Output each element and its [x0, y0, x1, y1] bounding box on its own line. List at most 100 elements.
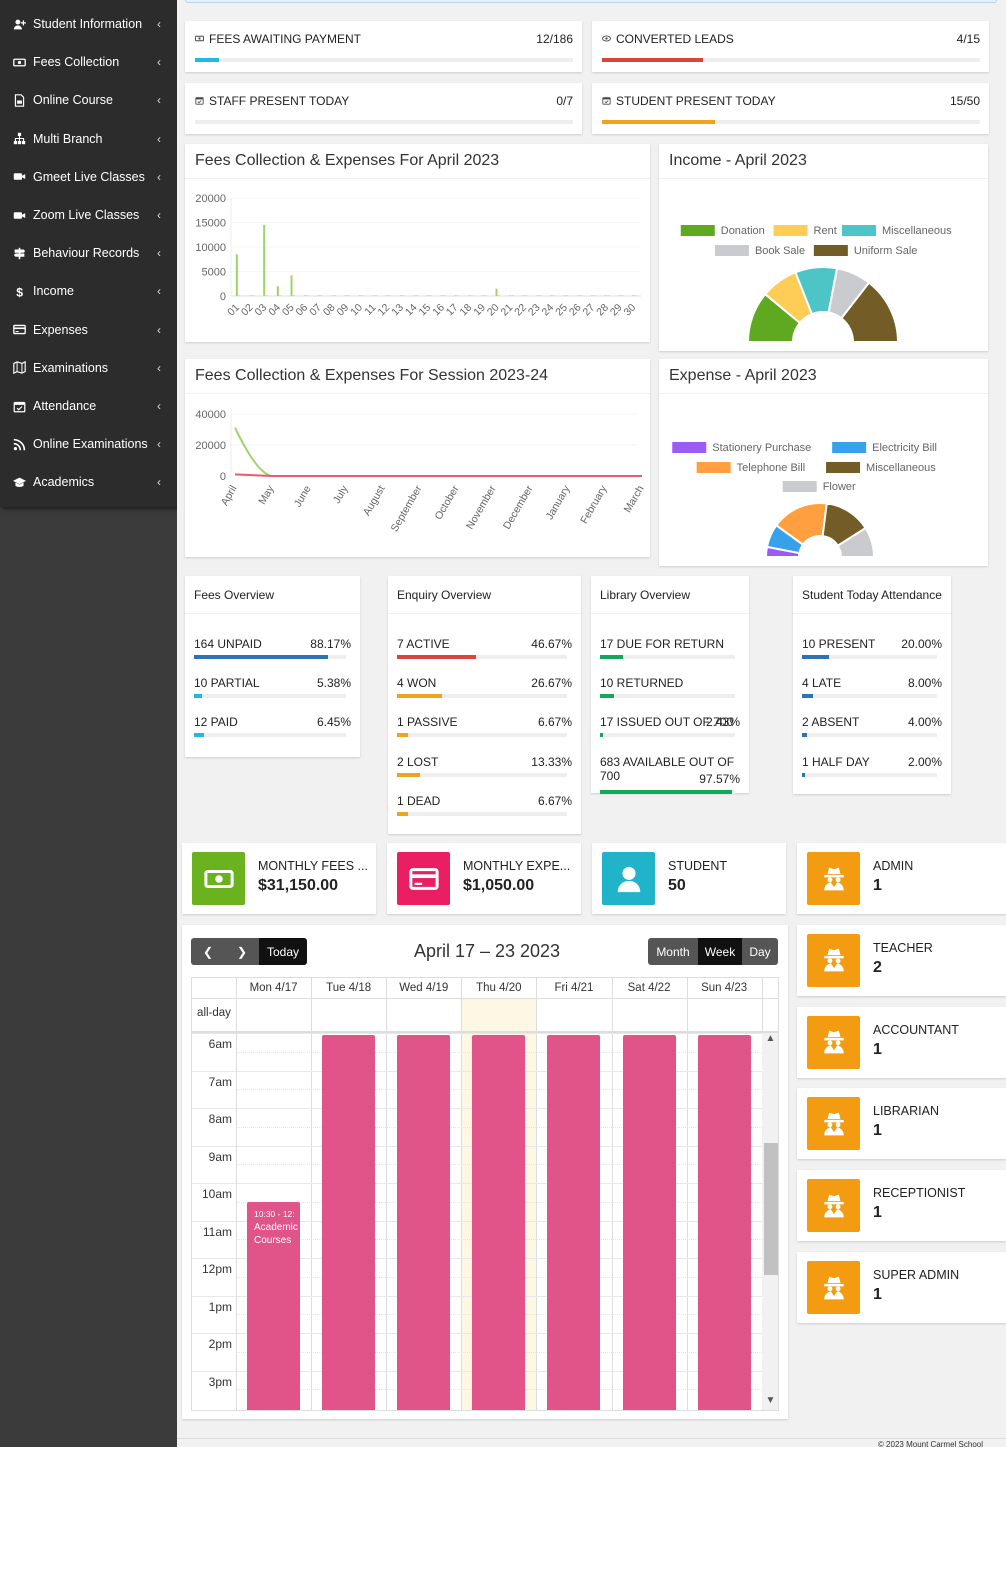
chevron-left-icon: ‹	[157, 246, 161, 261]
legend-label: Rent	[814, 225, 837, 237]
bar	[457, 295, 459, 296]
bar	[481, 295, 484, 296]
sidebar-item-expenses[interactable]: Expenses ‹	[0, 311, 177, 349]
calendar-check-icon	[12, 399, 26, 413]
info-label: MONTHLY FEES ...	[258, 859, 368, 873]
legend-label: Miscellaneous	[882, 225, 952, 237]
legend-swatch	[696, 462, 731, 473]
x-tick-label: August	[361, 483, 388, 517]
info-box[interactable]: MONTHLY EXPE... $1,050.00	[387, 843, 581, 914]
overview-progress-fill	[600, 655, 623, 659]
role-box[interactable]: ADMIN 1	[797, 843, 1006, 914]
overview-progress-fill	[194, 733, 204, 738]
sidebar-item-behaviour-records[interactable]: Behaviour Records ‹	[0, 234, 177, 272]
role-box[interactable]: RECEPTIONIST 1	[797, 1170, 1006, 1242]
legend-swatch	[773, 225, 808, 236]
calendar-event[interactable]	[622, 1035, 676, 1410]
bar	[331, 295, 334, 296]
y-tick-label: 20000	[195, 440, 226, 452]
role-count: 1	[873, 1122, 882, 1140]
sidebar-item-academics[interactable]: Academics ‹	[0, 463, 177, 501]
sidebar-item-attendance[interactable]: Attendance ‹	[0, 387, 177, 425]
bar	[593, 295, 596, 296]
sidebar-item-zoom-live-classes[interactable]: Zoom Live Classes ‹	[0, 196, 177, 234]
role-box[interactable]: TEACHER 2	[797, 924, 1006, 996]
bar	[563, 295, 566, 296]
user-secret-icon	[807, 1097, 860, 1151]
overview-progress-fill	[194, 694, 203, 699]
info-box[interactable]: STUDENT 50	[592, 843, 786, 914]
overview-row-percent: 88.17%	[310, 637, 351, 651]
overview-progress	[600, 655, 735, 659]
sidebar-item-gmeet-live-classes[interactable]: Gmeet Live Classes ‹	[0, 158, 177, 196]
week-view-button[interactable]: Week	[698, 938, 742, 965]
calendar-icon	[195, 96, 204, 107]
bar	[276, 286, 279, 296]
bar	[566, 295, 569, 296]
overview-title: Enquiry Overview	[397, 588, 492, 602]
chevron-right-icon: ❯	[236, 944, 248, 959]
scroll-up-arrow[interactable]: ▲	[765, 1033, 776, 1044]
info-label: STUDENT	[668, 859, 728, 873]
sidebar-item-income[interactable]: $ Income ‹	[0, 272, 177, 310]
calendar-event[interactable]	[547, 1035, 601, 1410]
day-header: Sun 4/23	[701, 982, 748, 994]
today-button[interactable]: Today	[259, 938, 307, 965]
sidebar-item-student-information[interactable]: Student Information ‹	[0, 5, 177, 43]
chevron-left-icon: ‹	[157, 17, 161, 31]
sidebar-item-online-course[interactable]: Online Course ‹	[0, 81, 177, 119]
overview-row: 10 PRESENT 20.00%	[802, 637, 942, 667]
sidebar: Student Information ‹ Fees Collection ‹ Onli…	[0, 0, 177, 1447]
sidebar-item-examinations[interactable]: Examinations ‹	[0, 349, 177, 387]
role-box[interactable]: LIBRARIAN 1	[797, 1088, 1006, 1160]
prev-week-button[interactable]: ❮	[191, 938, 225, 965]
month-view-button[interactable]: Month	[648, 938, 698, 965]
calendar-scrollbar[interactable]: ▲ ▼	[762, 1033, 778, 1410]
bar	[607, 295, 610, 296]
time-label: 6am	[208, 1037, 232, 1051]
overview-row-label: 17 DUE FOR RETURN	[600, 637, 725, 651]
x-tick-label: October	[433, 483, 462, 522]
overview-progress	[194, 655, 346, 659]
bar	[358, 295, 361, 296]
calendar-title: April 17 – 23 2023	[413, 941, 561, 961]
calendar-event[interactable]	[322, 1035, 376, 1410]
calendar-event[interactable]: 10:30 - 12: Academic Courses	[247, 1201, 300, 1410]
role-box[interactable]: ACCOUNTANT 1	[797, 1006, 1006, 1078]
x-tick-label: April	[219, 484, 240, 508]
calendar-event[interactable]	[472, 1035, 526, 1410]
overview-row-percent: 6.45%	[316, 715, 351, 730]
overview-row: 164 UNPAID 88.17%	[194, 637, 351, 667]
stat-progress	[602, 120, 980, 124]
user-secret-icon	[807, 933, 860, 987]
next-week-button[interactable]: ❯	[225, 938, 259, 965]
info-value: $1,050.00	[463, 877, 535, 894]
money-icon	[12, 55, 26, 69]
time-label: 2pm	[208, 1337, 232, 1351]
credit-card-icon	[397, 852, 450, 905]
overview-title: Student Today Attendance	[802, 588, 942, 602]
scrollbar-thumb[interactable]	[764, 1143, 778, 1275]
info-box[interactable]: MONTHLY FEES ... $31,150.00	[182, 843, 376, 914]
overview-progress	[802, 772, 937, 777]
bar	[632, 295, 635, 296]
scroll-down-arrow[interactable]: ▼	[765, 1395, 776, 1406]
chevron-left-icon: ‹	[157, 437, 161, 452]
fees-session-panel: Fees Collection & Expenses For Session 2…	[185, 359, 650, 557]
calendar-event[interactable]	[697, 1035, 751, 1410]
day-view-button[interactable]: Day	[742, 938, 778, 965]
sidebar-item-multi-branch[interactable]: Multi Branch ‹	[0, 120, 177, 158]
sidebar-menu: Student Information ‹ Fees Collection ‹ Onli…	[0, 0, 177, 507]
panel-title: Income - April 2023	[669, 152, 807, 169]
overview-row-percent: 6.67%	[537, 793, 572, 808]
sidebar-item-online-examinations[interactable]: Online Examinations ‹	[0, 425, 177, 463]
calendar-event[interactable]	[397, 1035, 451, 1410]
overview-row-percent: 97.57%	[699, 771, 740, 786]
credit-card-icon	[12, 323, 26, 337]
role-label: SUPER ADMIN	[873, 1268, 960, 1282]
overview-row: 683 AVAILABLE OUT OF 700 97.57%	[600, 755, 740, 795]
sidebar-item-fees-collection[interactable]: Fees Collection ‹	[0, 43, 177, 81]
time-label: 12pm	[201, 1262, 232, 1276]
legend-label: Uniform Sale	[854, 245, 918, 257]
role-box[interactable]: SUPER ADMIN 1	[797, 1252, 1006, 1323]
